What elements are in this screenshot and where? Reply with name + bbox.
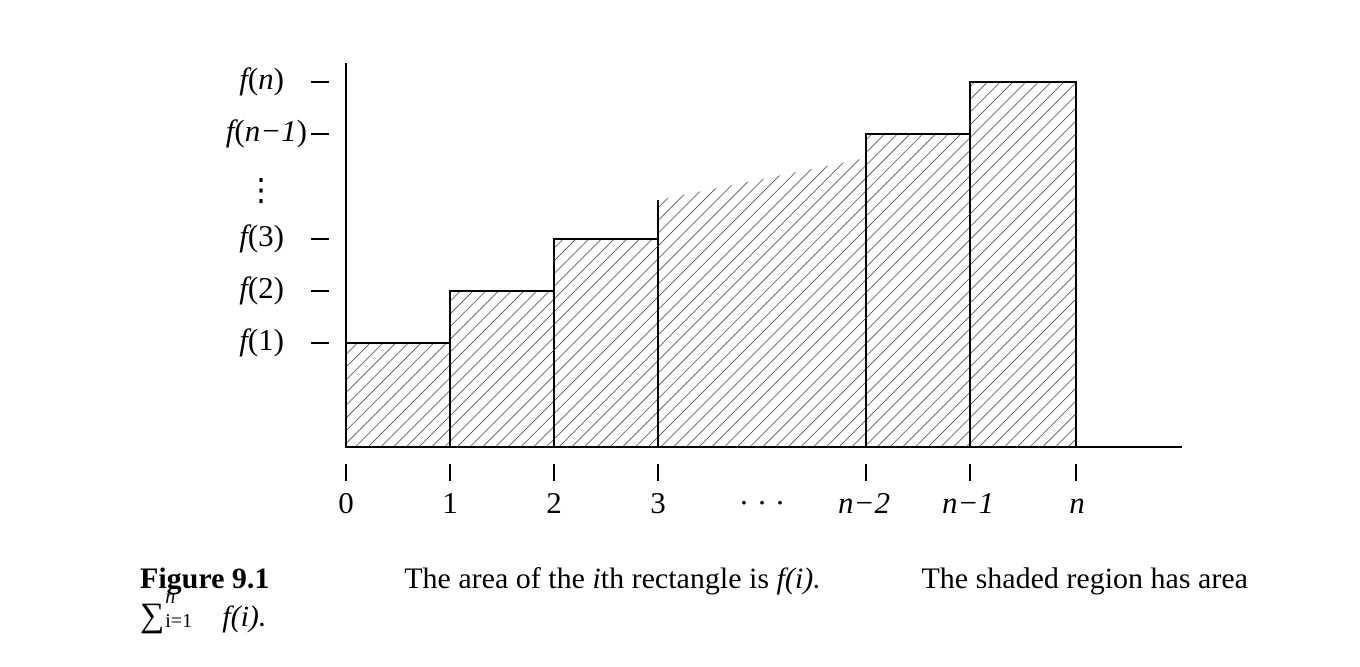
- y-label-f3: f(3): [239, 218, 284, 253]
- sum-symbol: ∑: [140, 597, 165, 634]
- rectangle-n-minus-1: [865, 133, 971, 448]
- rectangle-n: [969, 81, 1077, 448]
- y-label-f2: f(2): [239, 270, 284, 305]
- y-label-fn: f(n): [239, 61, 284, 96]
- x-label-3: 3: [650, 485, 666, 520]
- middle-shaded-region: [658, 158, 866, 447]
- sum-upper-limit: n: [165, 586, 176, 608]
- rectangle-3: [553, 238, 659, 448]
- caption-line-1: Figure 9.1 The area of the ith rectangle…: [140, 562, 1248, 596]
- x-label-ellipsis: · · ·: [739, 485, 785, 520]
- x-label-2: 2: [546, 485, 562, 520]
- summation-figure: f(n) f(n−1) f(3) f(2) f(1) ⋮ 0 1 2 3 · ·…: [226, 61, 1182, 520]
- y-label-fn-1: f(n−1): [226, 113, 307, 148]
- rectangles: [345, 81, 1077, 448]
- caption-line-2: ∑ n i=1 f(i).: [140, 586, 1248, 634]
- x-label-1: 1: [442, 485, 458, 520]
- x-label-0: 0: [338, 485, 354, 520]
- caption-label: Figure 9.1: [140, 562, 270, 595]
- sum-limits: n i=1: [164, 586, 222, 632]
- rectangle-2: [449, 290, 555, 448]
- caption-sentence-1: The area of the ith rectangle is f(i).: [404, 562, 821, 595]
- rectangle-1: [345, 342, 451, 448]
- y-ticks: [311, 81, 329, 344]
- x-label-n-1: n−1: [942, 485, 994, 520]
- figure-caption: Figure 9.1 The area of the ith rectangle…: [140, 562, 1248, 634]
- sum-term: f(i).: [222, 600, 267, 633]
- x-label-n-2: n−2: [838, 485, 890, 520]
- x-ticks: [345, 464, 1077, 481]
- y-label-f1: f(1): [239, 322, 284, 357]
- sum-lower-limit: i=1: [165, 610, 193, 632]
- x-label-n: n: [1069, 485, 1085, 520]
- caption-sentence-2: The shaded region has area: [921, 562, 1248, 595]
- y-labels: f(n) f(n−1) f(3) f(2) f(1) ⋮: [226, 61, 307, 357]
- x-labels: 0 1 2 3 · · · n−2 n−1 n: [338, 485, 1085, 520]
- y-vertical-ellipsis: ⋮: [246, 172, 277, 207]
